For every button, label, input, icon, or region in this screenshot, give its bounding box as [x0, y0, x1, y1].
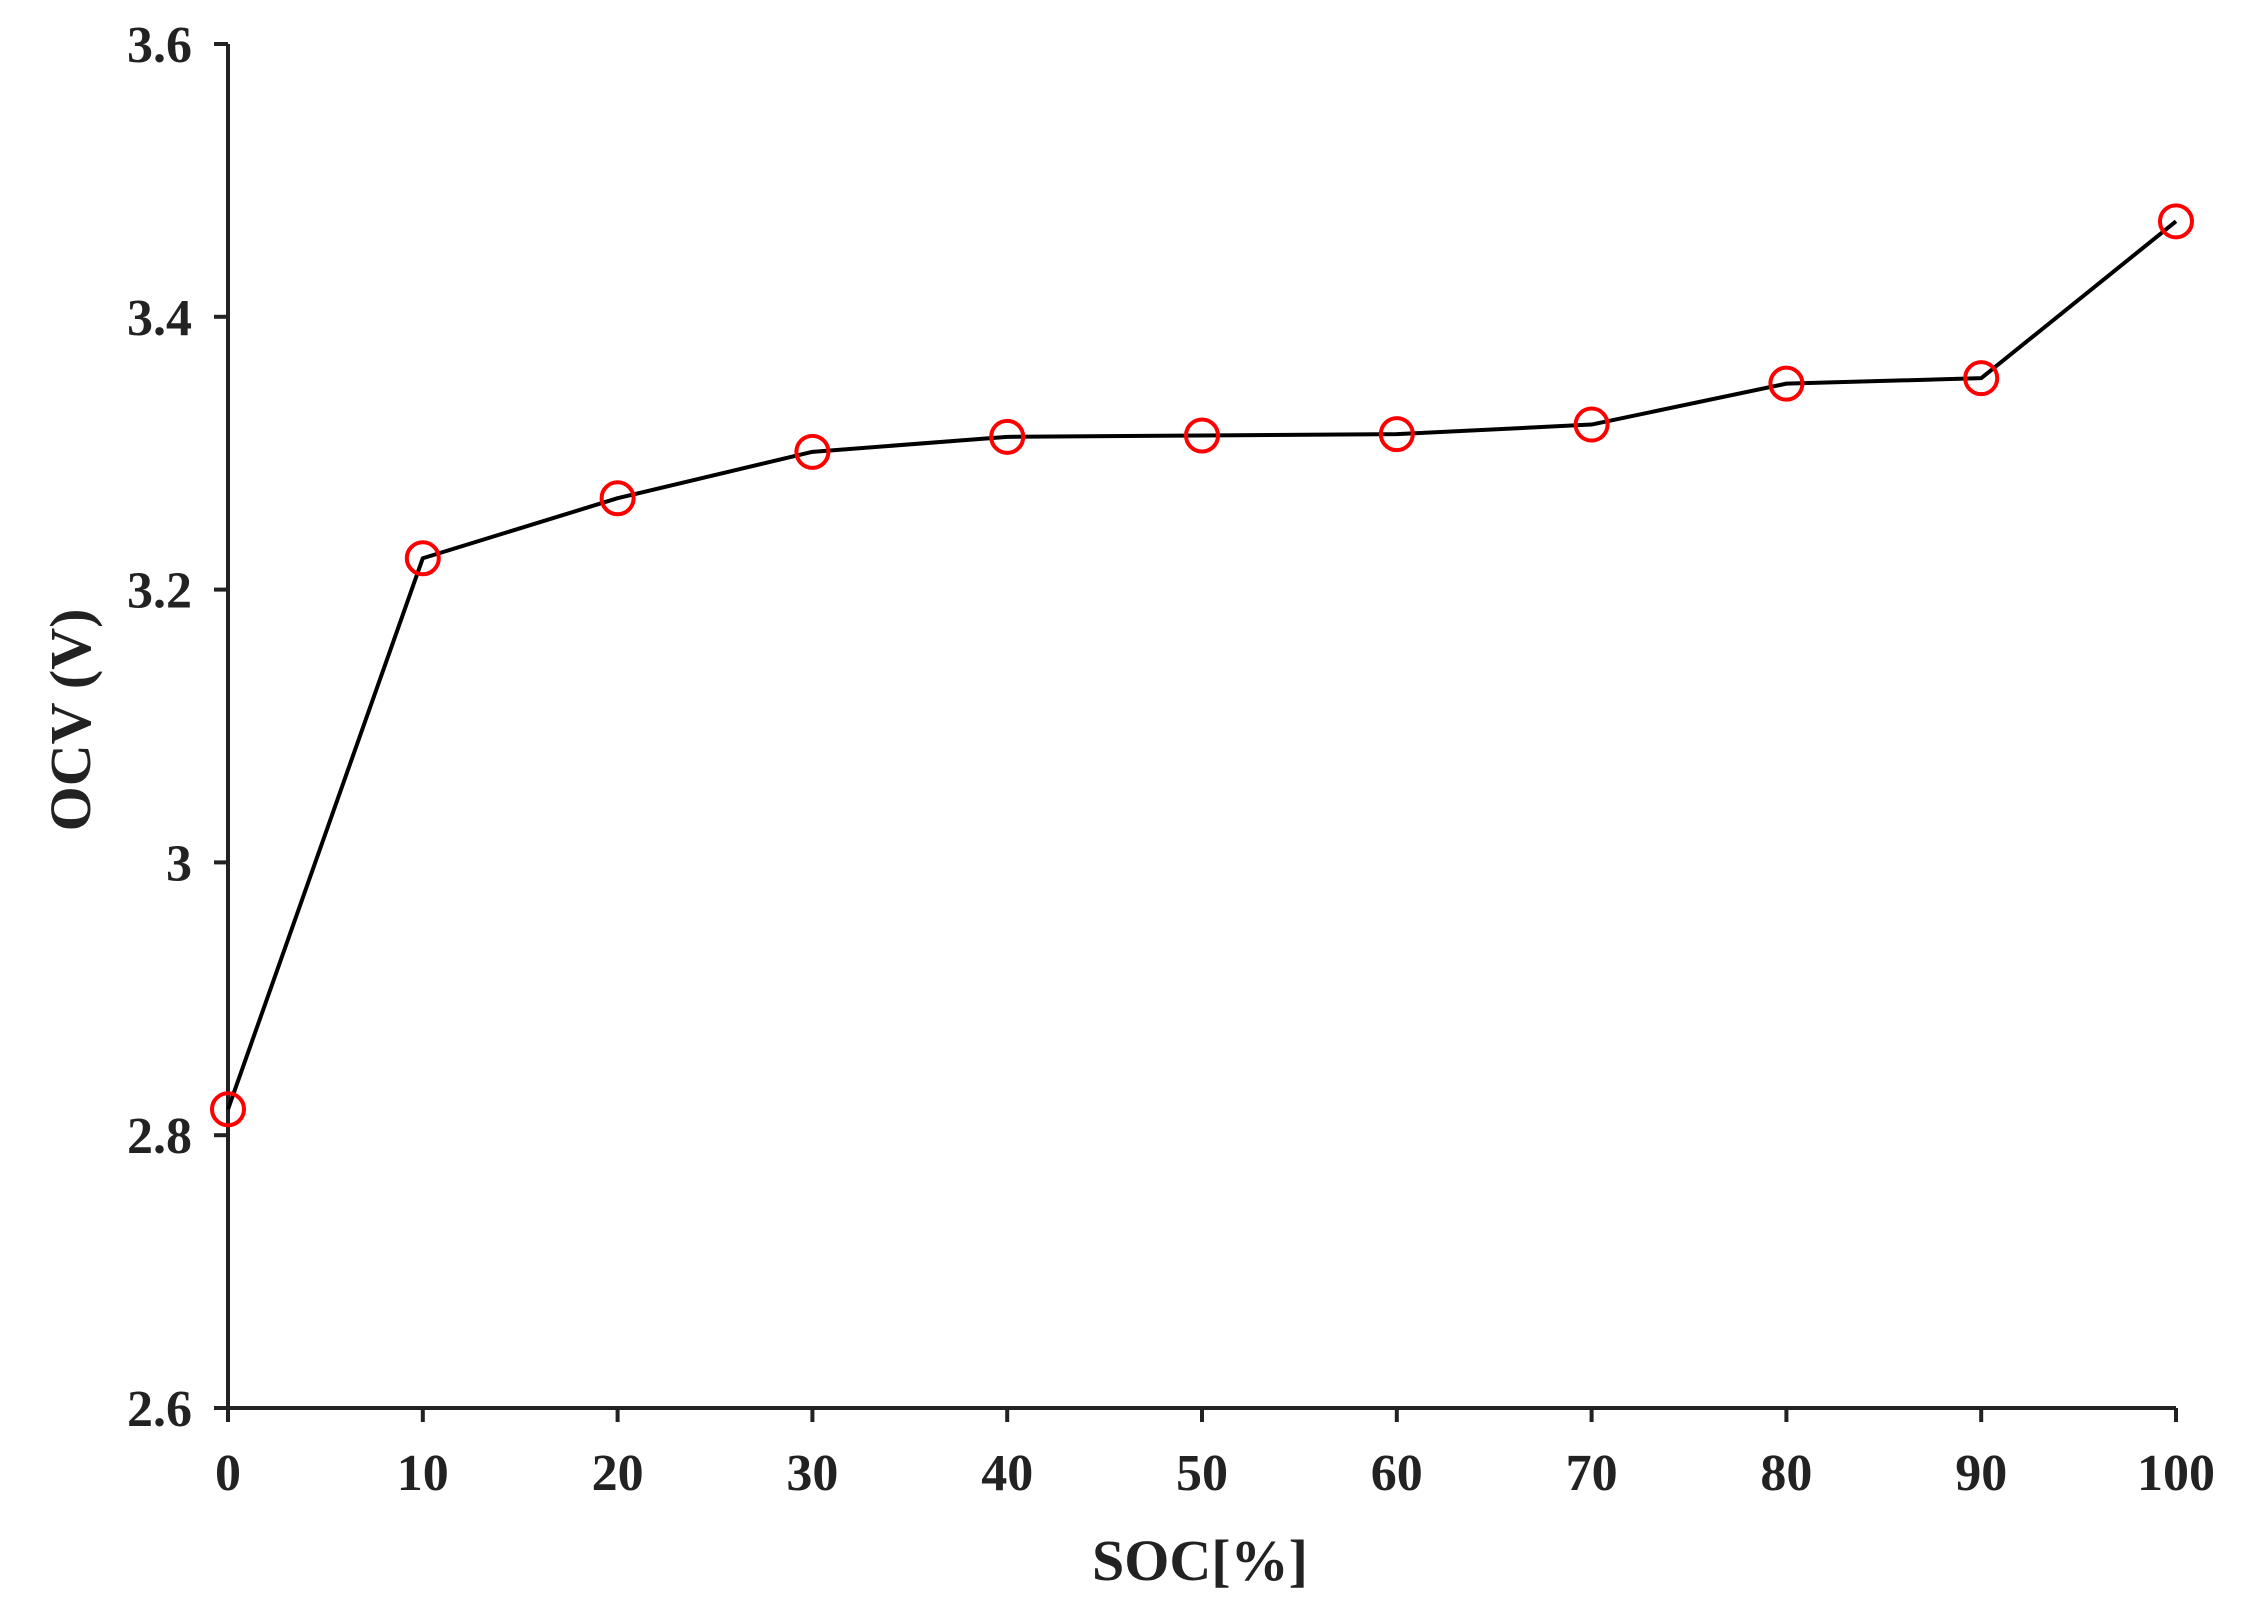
data-point — [210, 1091, 246, 1128]
y-tick-label: 3.6 — [127, 17, 192, 74]
data-point — [989, 418, 1026, 455]
y-tick-label: 2.6 — [127, 1381, 192, 1438]
y-tick-label: 3 — [166, 835, 192, 892]
x-tick-label: 90 — [1955, 1445, 2007, 1502]
x-tick-label: 30 — [786, 1445, 838, 1502]
data-point — [404, 540, 441, 577]
x-tick-label: 50 — [1176, 1445, 1228, 1502]
x-tick-label: 80 — [1760, 1445, 1812, 1502]
y-tick-label: 3.2 — [127, 563, 192, 620]
series-layer — [210, 203, 2194, 1128]
data-point — [1184, 417, 1220, 454]
series-line — [226, 219, 2178, 1110]
x-tick-label: 70 — [1566, 1445, 1618, 1502]
x-tick-label: 10 — [397, 1445, 449, 1502]
data-point — [1378, 416, 1415, 453]
data-point — [599, 480, 636, 517]
data-point — [1573, 406, 1610, 443]
y-axis-title: OCV (V) — [38, 609, 103, 832]
data-point — [1963, 360, 2000, 397]
x-tick-label: 20 — [592, 1445, 644, 1502]
data-point — [2158, 203, 2194, 240]
axes: 2.6 2.8 3 3.2 3.4 3.6 0 10 20 30 40 50 60 70 80 90 100 — [127, 17, 2215, 1502]
x-tick-label: 40 — [981, 1445, 1033, 1502]
y-tick-label: 2.8 — [127, 1108, 192, 1165]
data-point — [1768, 365, 1805, 402]
data-point — [794, 433, 831, 470]
x-tick-label: 60 — [1371, 1445, 1423, 1502]
y-tick-label: 3.4 — [127, 290, 192, 347]
labels: SOC[%] OCV (V) — [38, 609, 1308, 1593]
x-tick-label: 0 — [215, 1445, 241, 1502]
x-tick-label: 100 — [2137, 1445, 2215, 1502]
x-axis-title: SOC[%] — [1092, 1528, 1308, 1593]
